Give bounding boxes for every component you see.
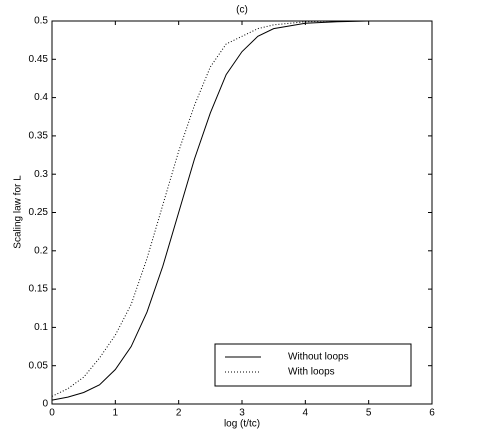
y-tick-label: 0.3	[34, 169, 48, 180]
y-tick-label: 0.15	[29, 284, 49, 295]
legend-label: Without loops	[288, 352, 349, 363]
x-axis-label: log (t/tc)	[224, 419, 260, 430]
y-tick-label: 0.25	[29, 207, 49, 218]
y-tick-label: 0.45	[29, 54, 49, 65]
x-tick-label: 2	[176, 408, 182, 419]
y-tick-label: 0.2	[34, 245, 48, 256]
x-tick-label: 1	[113, 408, 119, 419]
y-tick-label: 0.4	[34, 92, 48, 103]
chart-title: (c)	[236, 5, 248, 16]
y-tick-label: 0.1	[34, 322, 48, 333]
series-line	[51, 20, 401, 401]
y-tick-label: 0.5	[34, 16, 48, 27]
y-tick-label: 0.05	[29, 360, 49, 371]
y-tick-label: 0	[42, 399, 48, 410]
x-tick-label: 4	[303, 408, 309, 419]
legend-label: With loops	[288, 367, 335, 378]
legend-box	[214, 343, 412, 387]
x-tick-label: 3	[239, 408, 245, 419]
y-tick-label: 0.35	[29, 131, 49, 142]
y-axis-label: Scaling law for L	[13, 175, 24, 249]
x-tick-label: 5	[366, 408, 372, 419]
x-tick-label: 6	[429, 408, 435, 419]
series-line	[51, 20, 401, 397]
x-tick-label: 0	[49, 408, 55, 419]
